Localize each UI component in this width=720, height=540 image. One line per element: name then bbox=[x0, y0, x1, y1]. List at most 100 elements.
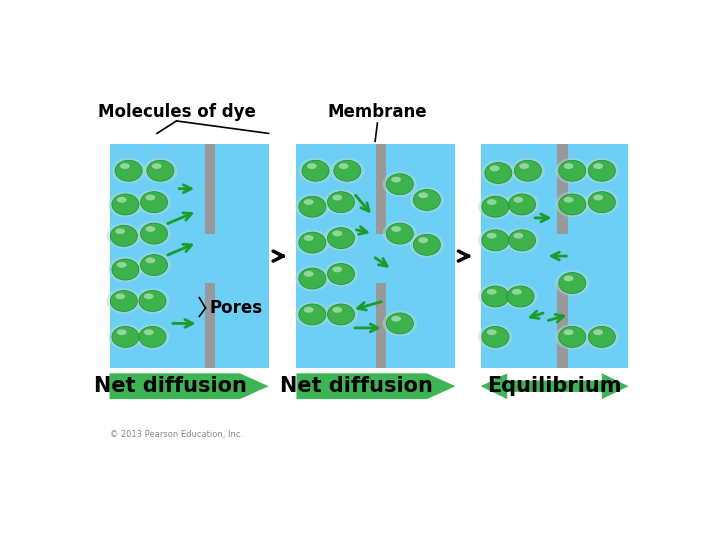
Ellipse shape bbox=[108, 256, 143, 282]
Ellipse shape bbox=[333, 307, 342, 313]
Ellipse shape bbox=[115, 228, 125, 234]
Ellipse shape bbox=[593, 329, 603, 335]
Text: Molecules of dye: Molecules of dye bbox=[97, 103, 256, 121]
Text: Net diffusion: Net diffusion bbox=[281, 376, 433, 396]
Ellipse shape bbox=[147, 160, 174, 181]
Bar bbox=[557, 144, 568, 234]
Text: Net diffusion: Net diffusion bbox=[94, 376, 246, 396]
Ellipse shape bbox=[382, 310, 417, 336]
Ellipse shape bbox=[139, 326, 166, 347]
Ellipse shape bbox=[324, 302, 358, 327]
Ellipse shape bbox=[564, 329, 574, 335]
Ellipse shape bbox=[299, 232, 326, 253]
Ellipse shape bbox=[391, 316, 401, 322]
Ellipse shape bbox=[555, 192, 590, 217]
Bar bbox=[205, 144, 215, 234]
Ellipse shape bbox=[108, 192, 143, 217]
Ellipse shape bbox=[112, 194, 139, 215]
Ellipse shape bbox=[328, 192, 354, 213]
Ellipse shape bbox=[110, 291, 138, 312]
Ellipse shape bbox=[481, 160, 516, 186]
Ellipse shape bbox=[145, 194, 156, 200]
Ellipse shape bbox=[413, 190, 441, 211]
Ellipse shape bbox=[559, 194, 586, 215]
Bar bbox=[205, 283, 215, 368]
Ellipse shape bbox=[324, 225, 358, 251]
Polygon shape bbox=[109, 373, 269, 399]
Ellipse shape bbox=[564, 275, 574, 281]
Ellipse shape bbox=[299, 268, 326, 289]
Ellipse shape bbox=[295, 302, 330, 327]
Ellipse shape bbox=[328, 264, 354, 285]
Ellipse shape bbox=[593, 163, 603, 169]
Bar bbox=[297, 144, 456, 368]
Ellipse shape bbox=[135, 288, 170, 314]
Ellipse shape bbox=[107, 288, 141, 314]
Ellipse shape bbox=[391, 177, 401, 183]
Ellipse shape bbox=[507, 286, 534, 307]
Ellipse shape bbox=[588, 160, 616, 181]
Text: © 2013 Pearson Education, Inc.: © 2013 Pearson Education, Inc. bbox=[109, 430, 243, 439]
Ellipse shape bbox=[559, 273, 586, 293]
Ellipse shape bbox=[410, 232, 444, 258]
Ellipse shape bbox=[418, 192, 428, 198]
Ellipse shape bbox=[490, 165, 500, 171]
Bar bbox=[376, 144, 387, 234]
Text: Membrane: Membrane bbox=[328, 103, 427, 121]
Ellipse shape bbox=[333, 266, 342, 272]
Ellipse shape bbox=[115, 293, 125, 299]
Ellipse shape bbox=[508, 230, 536, 251]
Ellipse shape bbox=[487, 199, 497, 205]
Ellipse shape bbox=[295, 266, 330, 291]
Ellipse shape bbox=[382, 221, 417, 246]
Ellipse shape bbox=[328, 304, 354, 325]
Ellipse shape bbox=[418, 237, 428, 243]
Ellipse shape bbox=[152, 163, 162, 169]
Ellipse shape bbox=[585, 190, 619, 215]
Ellipse shape bbox=[559, 160, 586, 181]
Text: Pores: Pores bbox=[210, 299, 263, 317]
Ellipse shape bbox=[299, 304, 326, 325]
Ellipse shape bbox=[555, 270, 590, 296]
Ellipse shape bbox=[117, 262, 127, 268]
Ellipse shape bbox=[555, 158, 590, 184]
Ellipse shape bbox=[110, 225, 138, 246]
Ellipse shape bbox=[559, 326, 586, 347]
Ellipse shape bbox=[144, 293, 153, 299]
Ellipse shape bbox=[145, 226, 156, 232]
Ellipse shape bbox=[137, 252, 171, 278]
Ellipse shape bbox=[478, 227, 513, 253]
Ellipse shape bbox=[387, 313, 413, 334]
Ellipse shape bbox=[382, 171, 417, 197]
Ellipse shape bbox=[503, 284, 538, 309]
Ellipse shape bbox=[115, 160, 142, 181]
Ellipse shape bbox=[564, 163, 574, 169]
Ellipse shape bbox=[334, 160, 361, 181]
Ellipse shape bbox=[144, 329, 153, 335]
Ellipse shape bbox=[304, 235, 314, 241]
Ellipse shape bbox=[140, 223, 168, 244]
Ellipse shape bbox=[585, 158, 619, 184]
Ellipse shape bbox=[513, 233, 523, 239]
Ellipse shape bbox=[510, 158, 545, 184]
Ellipse shape bbox=[505, 227, 539, 253]
Ellipse shape bbox=[304, 307, 314, 313]
Ellipse shape bbox=[145, 258, 156, 264]
Ellipse shape bbox=[304, 271, 314, 277]
Ellipse shape bbox=[519, 163, 529, 169]
Bar bbox=[481, 144, 629, 368]
Ellipse shape bbox=[478, 194, 513, 219]
Ellipse shape bbox=[112, 158, 145, 184]
Ellipse shape bbox=[304, 199, 314, 205]
Ellipse shape bbox=[117, 197, 127, 202]
Bar bbox=[109, 144, 269, 368]
Ellipse shape bbox=[588, 326, 616, 347]
Ellipse shape bbox=[338, 163, 348, 169]
Ellipse shape bbox=[482, 230, 509, 251]
Ellipse shape bbox=[588, 192, 616, 213]
Ellipse shape bbox=[298, 158, 333, 184]
Ellipse shape bbox=[387, 174, 413, 195]
Ellipse shape bbox=[117, 329, 127, 335]
Ellipse shape bbox=[140, 192, 168, 213]
Ellipse shape bbox=[413, 234, 441, 255]
